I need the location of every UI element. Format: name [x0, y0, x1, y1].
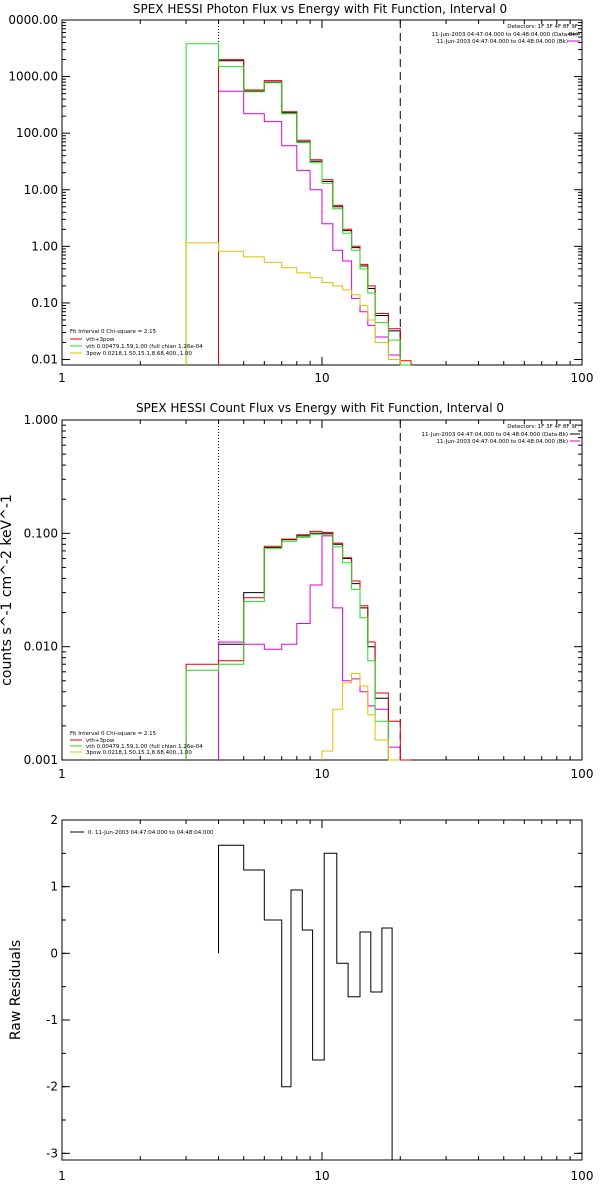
y-tick-label: -1 — [46, 1013, 58, 1027]
photon-detectors-label: Detectors: 1F 3F 4F 8F 9F — [507, 24, 578, 30]
photon-x-tick-labels: 1 10 100 — [58, 371, 593, 385]
photon-legend-3pow: 3pow 0.0218,1.50,15.1,8.68,400.,1.00 — [86, 351, 192, 357]
residuals-panel: 1 10 100 -3 -2 -1 0 1 2 Raw Residuals 0. 11-J… — [8, 813, 593, 1183]
series-line-magenta — [218, 535, 401, 760]
y-tick-label: 0.001 — [24, 753, 58, 767]
count-x-tick-label: 10 — [314, 767, 329, 781]
residuals-x-tick-label: 100 — [571, 1169, 594, 1183]
count-fit-interval-label: Fit Interval 0 Chi-square = 2.15 — [70, 731, 157, 737]
count-tick-marks — [61, 419, 582, 761]
photon-y-tick-labels: 0.01 0.10 1.00 10.00 100.00 1000.00 0000.00 — [8, 13, 58, 367]
series-line-black — [218, 844, 393, 1160]
count-x-tick-label: 1 — [58, 767, 66, 781]
y-tick-label: 1.00 — [31, 239, 58, 253]
count-x-tick-label: 100 — [571, 767, 594, 781]
count-y-axis-label: counts s^-1 cm^-2 keV^-1 — [0, 494, 15, 686]
y-tick-label: 0.010 — [24, 640, 58, 654]
count-fit-legend: Fit Interval 0 Chi-square = 2.15 vth+3po… — [70, 731, 203, 756]
count-interval-label: 11-Jun-2003 04:47:04.000 to 04:48:04.000… — [422, 432, 568, 438]
photon-legend-vth: vth 0.00479,1.59,1.00 (full chian 1.26e-… — [86, 344, 203, 350]
count-legend-vth: vth 0.00479,1.59,1.00 (full chian 1.26e-… — [86, 744, 203, 750]
photon-fit-legend: Fit Interval 0 Chi-square = 2.15 vth+3po… — [70, 329, 203, 357]
y-tick-label: -2 — [46, 1080, 58, 1094]
residuals-x-tick-label: 10 — [314, 1169, 329, 1183]
y-tick-label: 1 — [50, 880, 58, 894]
photon-chart-title: SPEX HESSI Photon Flux vs Energy with Fi… — [133, 2, 507, 16]
residuals-y-axis-label: Raw Residuals — [8, 940, 24, 1040]
series-line-magenta — [218, 90, 401, 365]
count-x-tick-labels: 1 10 100 — [58, 767, 593, 781]
y-tick-label: 10.00 — [24, 183, 58, 197]
count-bk-interval-label: 11-Jun-2003 04:47:04.000 to 04:48:04.000… — [436, 439, 568, 445]
residuals-legend-label: 0. 11-Jun-2003 04:47:04.000 to 04:48:04.… — [88, 830, 214, 836]
photon-header-text: Detectors: 1F 3F 4F 8F 9F 11-Jun-2003 04… — [432, 24, 580, 45]
photon-series-group — [185, 43, 412, 366]
y-tick-label: 0000.00 — [8, 13, 58, 27]
count-chart-title: SPEX HESSI Count Flux vs Energy with Fit… — [136, 401, 504, 415]
y-tick-label: 0 — [50, 946, 58, 960]
residuals-legend: 0. 11-Jun-2003 04:47:04.000 to 04:48:04.… — [70, 830, 214, 836]
photon-flux-panel: SPEX HESSI Photon Flux vs Energy with Fi… — [8, 2, 593, 385]
count-legend-vth3pow: vth+3pow — [86, 738, 115, 744]
y-tick-label: 100.00 — [16, 126, 58, 140]
series-line-green — [185, 43, 411, 366]
y-tick-label: 1.000 — [24, 413, 58, 427]
photon-reference-lines — [218, 20, 401, 365]
residuals-tick-marks — [61, 819, 582, 1160]
count-legend-3pow: 3pow 0.0218,1.50,15.1,8.68,400.,1.00 — [86, 750, 192, 756]
series-line-black — [218, 60, 401, 365]
residuals-x-tick-label: 1 — [58, 1169, 66, 1183]
photon-x-tick-label: 1 — [58, 371, 66, 385]
y-tick-label: 1000.00 — [8, 70, 58, 84]
count-series-group — [185, 530, 411, 761]
count-reference-lines — [218, 420, 401, 760]
series-line-red — [218, 59, 412, 365]
count-y-tick-labels: 0.001 0.010 0.100 1.000 — [24, 413, 58, 767]
photon-legend-vth3pow: vth+3pow — [86, 337, 115, 343]
y-tick-label: 0.100 — [24, 526, 58, 540]
y-tick-label: 0.01 — [31, 353, 58, 367]
photon-fit-interval-label: Fit Interval 0 Chi-square = 2.15 — [70, 329, 157, 335]
series-line-red — [185, 530, 411, 761]
y-tick-label: -3 — [46, 1146, 58, 1160]
residuals-series-group — [218, 844, 393, 1160]
count-header-text: Detectors: 1F 3F 4F 8F 9F 11-Jun-2003 04… — [422, 424, 580, 445]
count-plot-frame — [61, 419, 583, 761]
count-flux-panel: SPEX HESSI Count Flux vs Energy with Fit… — [0, 401, 593, 781]
residuals-y-tick-labels: -3 -2 -1 0 1 2 — [46, 813, 58, 1160]
photon-x-tick-label: 10 — [314, 371, 329, 385]
y-tick-label: 2 — [50, 813, 58, 827]
count-detectors-label: Detectors: 1F 3F 4F 8F 9F — [507, 424, 578, 430]
photon-interval-label: 11-Jun-2003 04:47:04.000 to 04:48:04.000… — [432, 32, 578, 38]
series-line-yellow — [185, 242, 401, 365]
y-tick-label: 0.10 — [31, 296, 58, 310]
photon-bk-interval-label: 11-Jun-2003 04:47:04.000 to 04:48:04.000… — [436, 39, 568, 45]
residuals-plot-frame — [61, 819, 583, 1161]
series-line-yellow — [321, 673, 401, 761]
series-line-green — [185, 533, 401, 761]
photon-x-tick-label: 100 — [571, 371, 594, 385]
residuals-x-tick-labels: 1 10 100 — [58, 1169, 593, 1183]
